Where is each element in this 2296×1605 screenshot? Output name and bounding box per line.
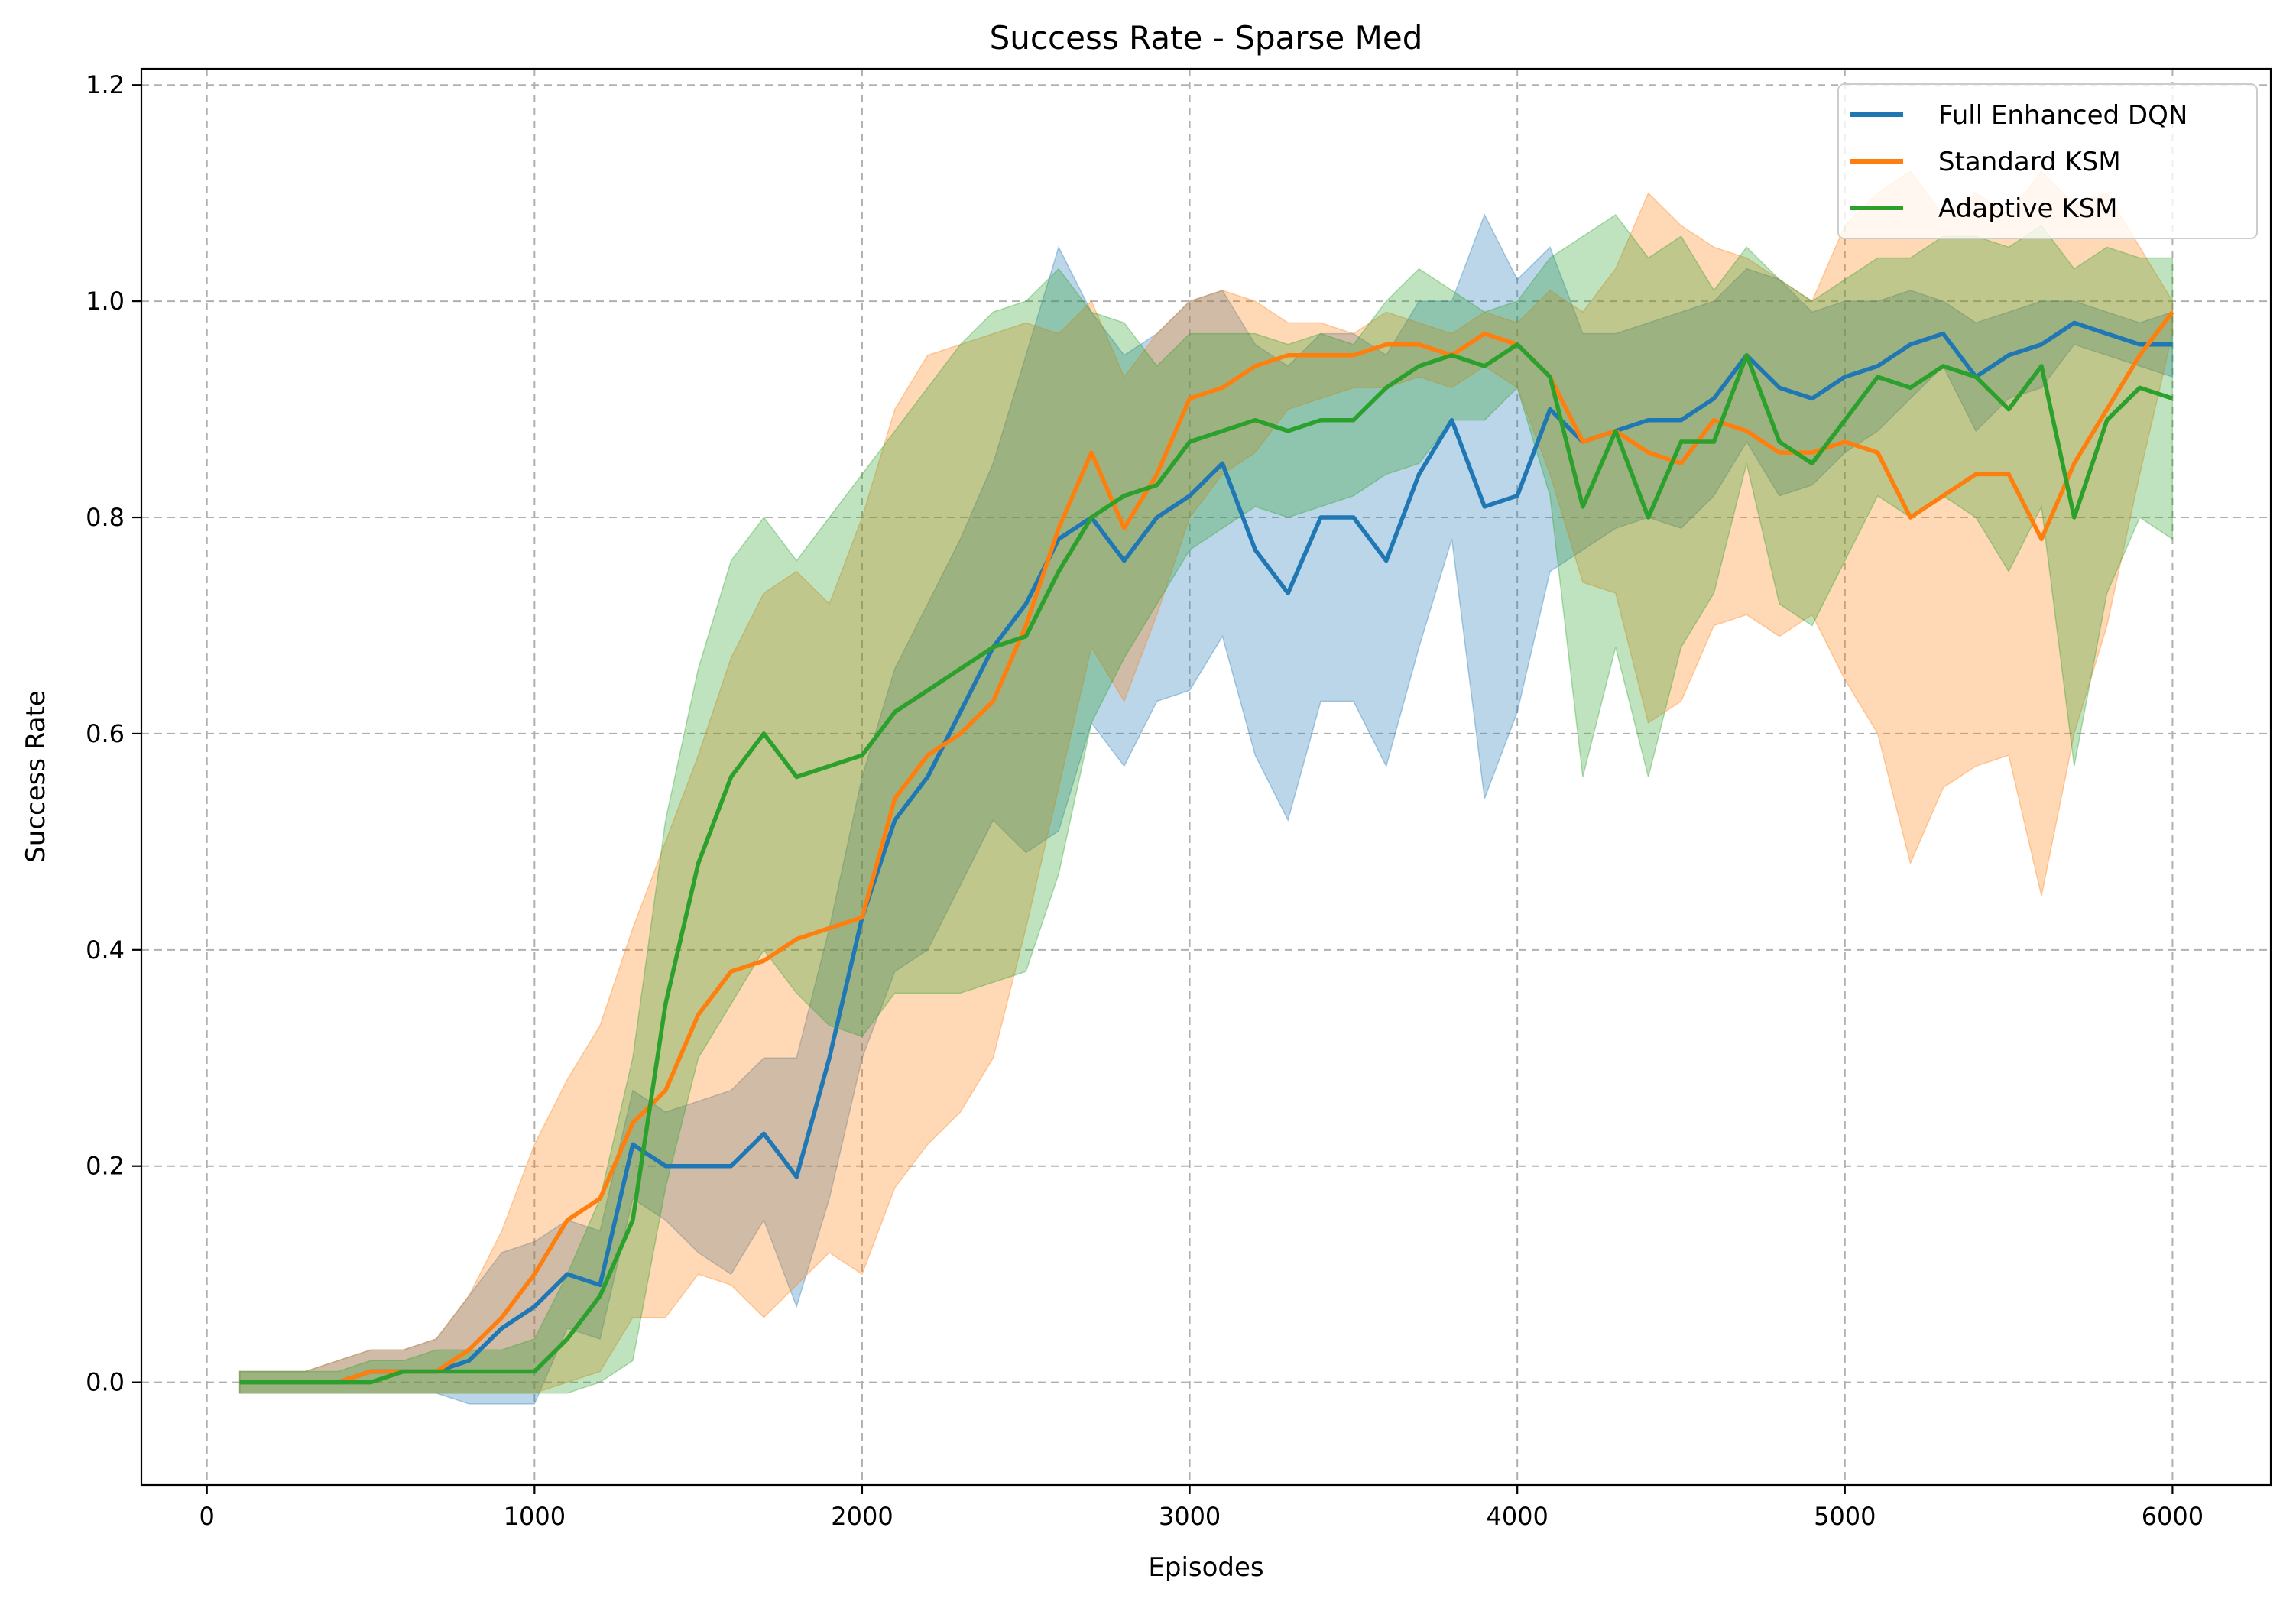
x-tick-label: 2000 [831, 1502, 893, 1531]
x-tick-label: 4000 [1486, 1502, 1548, 1531]
x-axis-label: Episodes [1148, 1552, 1263, 1583]
y-tick-label: 0.0 [86, 1368, 125, 1397]
y-axis-ticks: 0.0 0.2 0.4 0.6 0.8 1.0 1.2 [86, 70, 141, 1397]
band-full-enhanced-dqn [238, 213, 2174, 1405]
x-axis-ticks: 0 1000 2000 3000 4000 5000 6000 [199, 1485, 2204, 1531]
series-line-standard-ksm [239, 310, 2174, 1385]
legend: Full Enhanced DQN Standard KSM Adaptive … [1837, 83, 2258, 239]
x-tick-label: 0 [199, 1502, 215, 1531]
y-tick-label: 0.6 [86, 719, 125, 748]
x-tick-label: 5000 [1814, 1502, 1876, 1531]
confidence-bands [238, 170, 2174, 1405]
y-axis-label: Success Rate [21, 690, 51, 863]
x-tick-label: 6000 [2142, 1502, 2204, 1531]
x-tick-label: 1000 [504, 1502, 566, 1531]
series-lines [239, 310, 2174, 1385]
y-tick-label: 1.0 [86, 287, 125, 316]
y-tick-label: 1.2 [86, 70, 125, 99]
series-line-full-enhanced-dqn [239, 320, 2173, 1385]
band-standard-ksm [238, 170, 2174, 1394]
y-tick-label: 0.8 [86, 503, 125, 532]
legend-label-adaptive-ksm: Adaptive KSM [1938, 193, 2118, 224]
y-tick-label: 0.2 [86, 1152, 125, 1181]
plot-area-frame [140, 67, 2272, 1487]
x-tick-label: 3000 [1159, 1502, 1221, 1531]
band-adaptive-ksm [238, 213, 2174, 1394]
series-line-adaptive-ksm [239, 342, 2174, 1385]
legend-label-standard-ksm: Standard KSM [1938, 147, 2121, 177]
legend-box [1837, 83, 2258, 239]
grid-lines [141, 69, 2271, 1485]
chart-title: Success Rate - Sparse Med [990, 19, 1423, 57]
legend-label-full-enhanced-dqn: Full Enhanced DQN [1938, 100, 2187, 131]
y-tick-label: 0.4 [86, 935, 125, 965]
